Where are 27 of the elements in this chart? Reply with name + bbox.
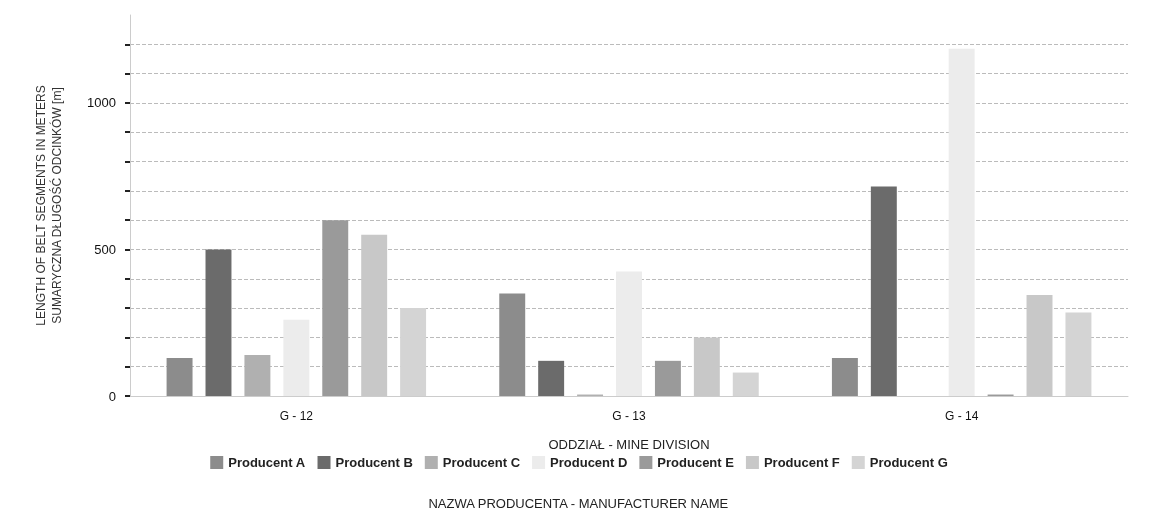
x-tick-label: G - 13 <box>612 409 646 423</box>
legend-label: Producent D <box>550 455 628 470</box>
legend-label: Producent G <box>869 455 948 470</box>
y-tick-label: 0 <box>108 388 116 404</box>
x-tick-label: G - 12 <box>279 409 314 423</box>
legend-label: Producent E <box>657 455 735 470</box>
y-tick-label: 500 <box>94 241 116 257</box>
bar <box>499 293 526 396</box>
bar <box>166 357 193 396</box>
bar <box>948 48 975 396</box>
bar <box>616 271 642 396</box>
legend-label: Producent F <box>763 455 840 470</box>
bar <box>654 360 681 396</box>
legend-label: Producent C <box>442 455 521 470</box>
bar <box>831 357 858 396</box>
y-axis-title: LENGTH OF BELT SEGMENTS IN METERS SUMARYCZNA DŁUGOŚĆ ODCINKÓW [m] <box>34 85 64 326</box>
bar <box>205 249 232 396</box>
x-tick-label: G - 14 <box>944 409 979 423</box>
legend-label: Producent B <box>335 455 413 470</box>
bar <box>283 319 310 396</box>
bar <box>870 186 897 396</box>
y-tick-label: 1000 <box>87 95 116 111</box>
legend-title: NAZWA PRODUCENTA - MANUFACTURER NAME <box>428 496 729 511</box>
legend-label: Producent A <box>228 455 306 470</box>
bar <box>322 220 349 396</box>
bar <box>538 360 565 396</box>
x-axis-title: ODDZIAŁ - MINE DIVISION <box>548 437 710 452</box>
